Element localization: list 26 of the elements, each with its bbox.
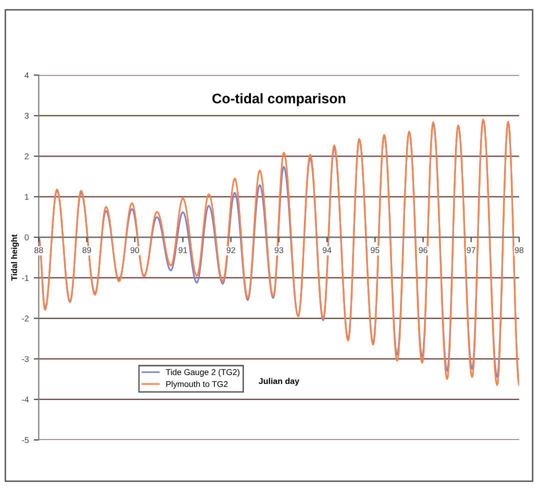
x-tick-label: 93 xyxy=(274,247,284,254)
y-tick-label: 0 xyxy=(24,234,29,240)
y-tick-label: -2 xyxy=(22,316,29,322)
x-axis-title: Julian day xyxy=(258,378,300,386)
x-tick-label: 90 xyxy=(130,247,140,254)
y-tick-label: -5 xyxy=(22,437,29,444)
x-tick-label: 92 xyxy=(226,247,236,254)
y-tick-label: -1 xyxy=(22,275,29,281)
x-tick-label: 89 xyxy=(82,247,92,254)
y-tick-label: 1 xyxy=(25,194,29,200)
y-tick-label: -4 xyxy=(22,396,29,402)
x-tick-label: 98 xyxy=(514,247,524,254)
y-tick-label: 2 xyxy=(24,153,29,160)
x-tick-label: 97 xyxy=(466,247,476,254)
y-tick-label: 4 xyxy=(24,72,29,78)
x-tick-label: 96 xyxy=(418,247,428,254)
legend-label: Tide Gauge 2 (TG2) xyxy=(166,368,240,377)
x-tick-label: 95 xyxy=(370,247,380,254)
x-tick-label: 88 xyxy=(34,247,44,254)
y-axis-title: Tidal height xyxy=(11,234,19,281)
x-tick-label: 91 xyxy=(178,247,188,254)
text: Co-tidal comparison xyxy=(212,93,346,106)
x-tick-label: 94 xyxy=(322,247,332,254)
y-tick-label: -3 xyxy=(22,356,29,362)
y-tick-label: 3 xyxy=(24,112,29,119)
legend-label: Plymouth to TG2 xyxy=(166,380,228,389)
